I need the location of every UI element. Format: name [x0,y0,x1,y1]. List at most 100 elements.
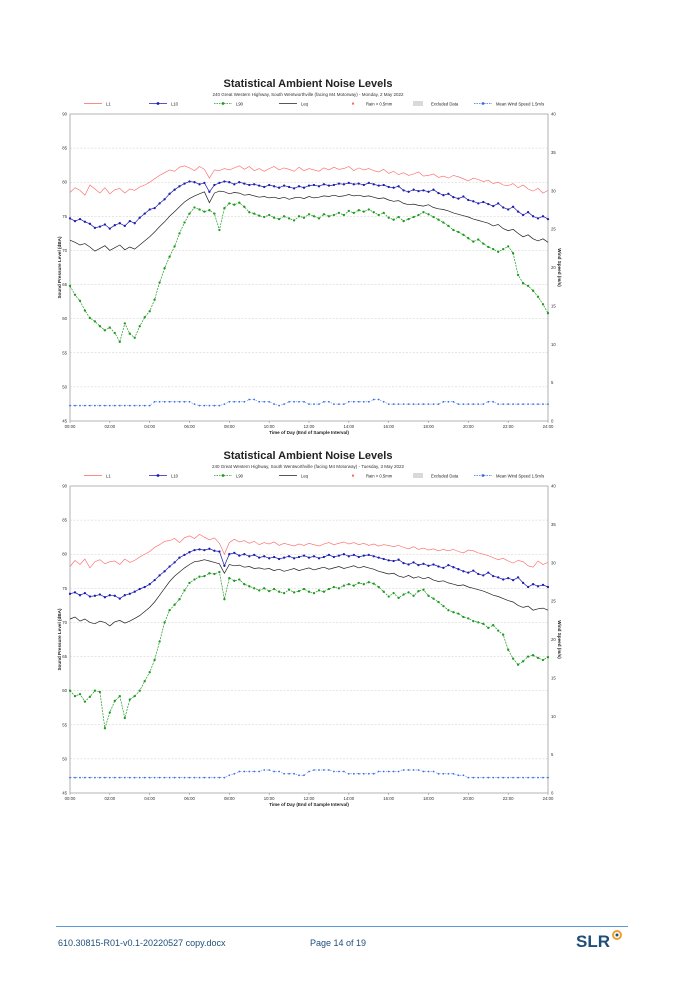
data-point-l10 [352,553,355,557]
legend-label: L1 [106,102,111,107]
data-point-l10 [427,190,430,193]
data-point-wind [482,776,485,779]
data-point-wind [288,772,290,775]
data-point-l10 [317,185,321,188]
data-point-l10 [168,565,171,568]
data-point-l10 [382,557,385,561]
data-point-wind [298,400,300,403]
x-tick-label: 06:00 [184,424,195,429]
data-point-l10 [258,184,261,187]
x-tick-label: 14:00 [343,424,354,429]
legend-marker [481,474,485,477]
data-point-wind [462,774,465,777]
data-point-l90 [447,224,450,228]
y2-tick-label: 35 [551,522,556,527]
legend-item-excluded: Excluded Data [413,101,459,107]
data-point-l10 [452,566,455,569]
data-point-l10 [168,192,171,195]
data-point-l90 [268,213,271,217]
data-point-l90 [472,240,475,243]
data-point-l10 [68,592,72,595]
data-point-l10 [143,585,146,589]
data-point-l90 [447,609,450,612]
data-point-l10 [516,576,520,579]
data-point-wind [94,404,96,407]
data-point-l10 [367,181,370,185]
data-point-wind [223,776,226,779]
data-point-l10 [153,578,156,582]
x-tick-label: 10:00 [264,796,275,801]
data-point-l90 [457,612,460,615]
data-point-l90 [317,589,321,592]
y2-tick-label: 20 [551,265,556,270]
data-point-l90 [113,331,116,335]
data-point-l90 [367,581,370,584]
data-point-l90 [248,585,251,588]
data-point-wind [522,776,524,779]
data-point-l10 [407,190,410,193]
data-point-l90 [372,211,375,214]
legend-item-l10: L10 [149,474,179,479]
data-point-wind [278,404,280,407]
data-point-wind [278,770,280,773]
data-point-l90 [168,255,171,258]
data-point-l90 [118,694,121,698]
data-point-l10 [198,183,201,186]
data-point-l10 [138,587,141,591]
data-point-l90 [253,212,256,215]
legend-marker [221,474,225,477]
data-point-wind [193,403,196,405]
legend-marker: × [352,474,355,480]
data-point-l90 [377,585,380,589]
data-point-l90 [103,727,107,730]
data-point-wind [153,776,156,779]
data-point-wind [208,404,211,407]
data-point-l90 [467,617,470,620]
chart-tuesday: Statistical Ambient Noise Levels 240 Gre… [57,450,562,815]
data-point-wind [233,400,236,403]
data-point-l90 [332,585,336,589]
data-point-wind [527,776,529,779]
data-point-wind [273,770,275,773]
data-point-l90 [307,590,311,593]
data-point-wind [308,770,310,773]
data-point-l10 [337,182,341,185]
legend-item-l10: L10 [149,102,179,107]
data-point-l10 [422,189,425,192]
data-point-l90 [297,215,301,218]
data-point-l10 [541,215,545,218]
data-point-l90 [228,576,231,580]
data-point-l10 [188,551,191,554]
data-point-l10 [272,555,276,559]
data-point-wind [457,774,460,777]
data-point-wind [293,772,295,775]
data-point-l90 [337,587,341,590]
data-point-l90 [258,589,261,592]
data-point-wind [89,776,91,779]
y-tick-label: 80 [62,180,67,185]
y-tick-label: 90 [62,112,67,117]
data-point-l90 [218,570,221,574]
y2-tick-label: 40 [551,112,556,117]
data-point-l90 [158,640,161,643]
data-point-l90 [507,648,510,651]
data-point-wind [422,403,425,405]
data-point-wind [522,403,524,405]
data-point-l10 [287,185,291,189]
data-point-l10 [377,556,380,559]
data-point-wind [447,400,450,403]
data-point-l90 [387,595,390,598]
data-point-l10 [342,183,346,186]
data-point-l90 [332,213,336,217]
data-point-l90 [536,656,540,660]
data-point-l90 [487,626,490,630]
y-tick-label: 85 [62,146,67,151]
data-point-l90 [123,716,126,720]
data-point-l90 [243,583,246,586]
y-tick-label: 65 [62,282,67,287]
legend-swatch [413,101,423,106]
data-point-wind [532,776,534,779]
data-point-l10 [387,185,390,189]
data-point-l90 [367,208,370,211]
data-point-l90 [502,633,505,636]
